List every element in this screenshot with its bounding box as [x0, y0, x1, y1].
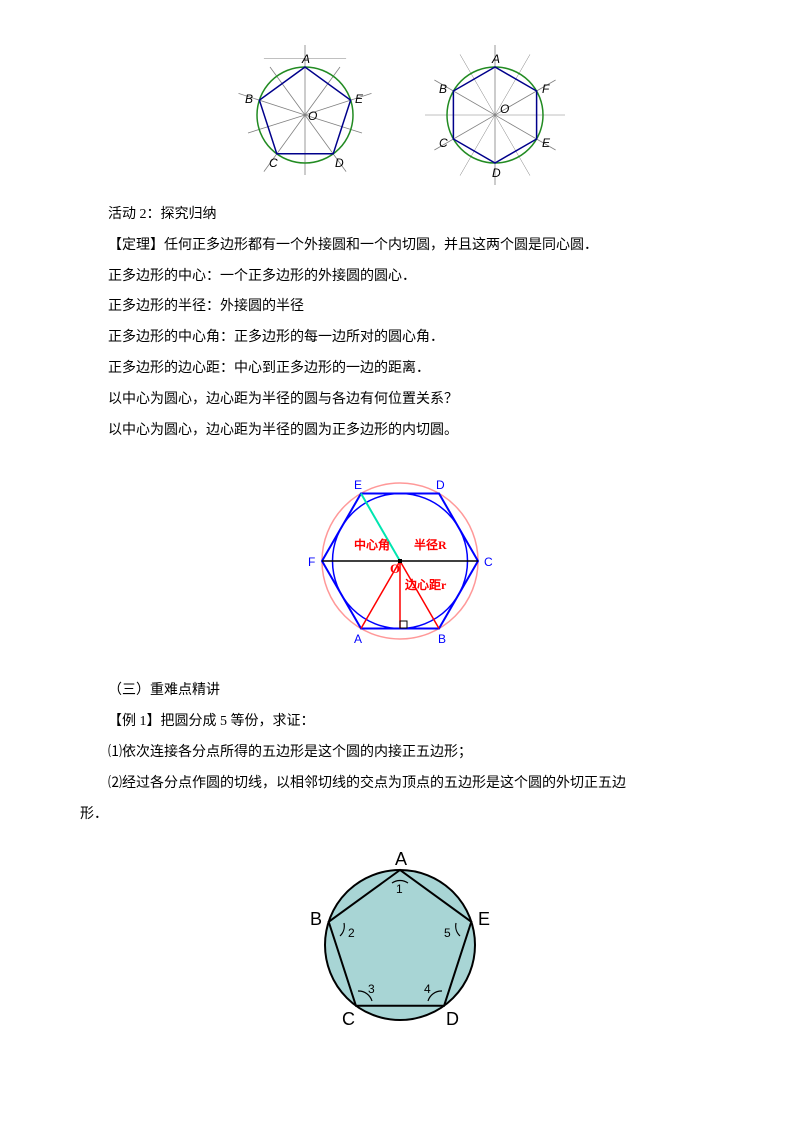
bottom-pentagon-diagram: A B C D E 1 2 3 4 5 — [300, 845, 500, 1035]
angle-2: 2 — [348, 926, 355, 940]
center-angle-label: 中心角 — [354, 537, 390, 552]
example1-part2: ⑵经过各分点作圆的切线，以相邻切线的交点为顶点的五边形是这个圆的外切正五边 — [80, 769, 720, 800]
angle-1: 1 — [396, 882, 403, 896]
angle-3: 3 — [368, 982, 375, 996]
angle-5: 5 — [444, 926, 451, 940]
pentagon-diagram: O A B C D E — [230, 40, 380, 190]
mid-vertex-d: D — [436, 478, 445, 492]
mid-vertex-f: F — [308, 555, 315, 569]
text-line5: 以中心为圆心，边心距为半径的圆与各边有何位置关系？ — [80, 385, 720, 416]
middle-hexagon-diagram: O 中心角 半径R 边心距r E D C B A F — [290, 461, 510, 661]
angle-4: 4 — [424, 982, 431, 996]
section3-title: （三）重难点精讲 — [80, 676, 720, 707]
text-line1: 正多边形的中心：一个正多边形的外接圆的圆心． — [80, 262, 720, 293]
radius-label: 半径R — [414, 537, 447, 552]
vertex-c: C — [269, 156, 278, 170]
hex-d: D — [492, 166, 501, 180]
top-diagrams-row: O A B C D E O A B C D E F — [80, 40, 720, 190]
example1-part2b: 形． — [80, 800, 720, 831]
hex-e: E — [542, 136, 551, 150]
text-line2: 正多边形的半径：外接圆的半径 — [80, 292, 720, 323]
center-label-hex: O — [500, 102, 509, 116]
bottom-vertex-c: C — [342, 1009, 355, 1029]
vertex-b: B — [245, 92, 253, 106]
mid-vertex-b: B — [438, 632, 446, 646]
example1-part1: ⑴依次连接各分点所得的五边形是这个圆的内接正五边形； — [80, 738, 720, 769]
activity-title: 活动 2：探究归纳 — [80, 200, 720, 231]
hex-f: F — [542, 82, 550, 96]
text-line6: 以中心为圆心，边心距为半径的圆为正多边形的内切圆。 — [80, 416, 720, 447]
vertex-e: E — [355, 92, 364, 106]
hexagon-diagram: O A B C D E F — [420, 40, 570, 190]
bottom-vertex-d: D — [446, 1009, 459, 1029]
apothem-label: 边心距r — [404, 577, 447, 592]
text-line4: 正多边形的边心距：中心到正多边形的一边的距离． — [80, 354, 720, 385]
hex-b: B — [439, 82, 447, 96]
bottom-vertex-e: E — [478, 909, 490, 929]
center-label: O — [308, 109, 317, 123]
bottom-vertex-b: B — [310, 909, 322, 929]
vertex-d: D — [335, 156, 344, 170]
middle-diagram-wrap: O 中心角 半径R 边心距r E D C B A F — [80, 461, 720, 661]
theorem-text: 【定理】任何正多边形都有一个外接圆和一个内切圆，并且这两个圆是同心圆． — [80, 231, 720, 262]
bottom-vertex-a: A — [395, 849, 407, 869]
hex-a: A — [491, 52, 500, 66]
hex-c: C — [439, 136, 448, 150]
text-line3: 正多边形的中心角：正多边形的每一边所对的圆心角． — [80, 323, 720, 354]
vertex-a: A — [301, 52, 310, 66]
bottom-diagram-wrap: A B C D E 1 2 3 4 5 — [80, 845, 720, 1035]
example1-title: 【例 1】把圆分成 5 等份，求证： — [80, 707, 720, 738]
mid-vertex-e: E — [354, 478, 362, 492]
center-o-label: O — [390, 561, 400, 576]
mid-vertex-c: C — [484, 555, 493, 569]
mid-vertex-a: A — [354, 632, 362, 646]
